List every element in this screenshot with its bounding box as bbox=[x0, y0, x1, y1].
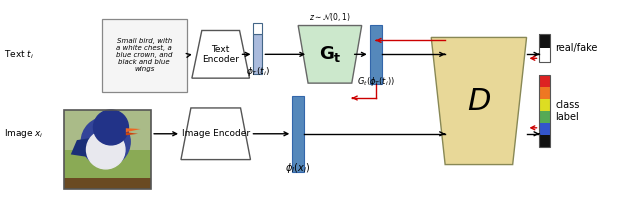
Text: Text
Encoder: Text Encoder bbox=[202, 45, 239, 64]
Bar bbox=[540, 123, 550, 135]
Polygon shape bbox=[126, 128, 141, 132]
Text: Image $x_i$: Image $x_i$ bbox=[4, 127, 44, 140]
Polygon shape bbox=[71, 135, 108, 159]
Text: class
label: class label bbox=[556, 100, 580, 122]
Bar bbox=[253, 23, 262, 35]
Text: Text $t_i$: Text $t_i$ bbox=[4, 48, 35, 61]
Text: $\phi_T(t_i)$: $\phi_T(t_i)$ bbox=[246, 65, 270, 78]
Bar bbox=[64, 110, 151, 150]
Polygon shape bbox=[431, 37, 527, 165]
Bar bbox=[370, 24, 381, 84]
Bar bbox=[540, 35, 550, 62]
Text: Image Encoder: Image Encoder bbox=[182, 129, 250, 138]
Text: Small bird, with
a white chest, a
blue crown, and
black and blue
wings: Small bird, with a white chest, a blue c… bbox=[116, 38, 172, 73]
Polygon shape bbox=[181, 108, 250, 160]
Polygon shape bbox=[126, 132, 138, 135]
Text: $z\sim \mathcal{N}(0,1)$: $z\sim \mathcal{N}(0,1)$ bbox=[309, 11, 351, 23]
Text: $\phi_I(x_i)$: $\phi_I(x_i)$ bbox=[285, 161, 311, 176]
Bar bbox=[64, 110, 151, 189]
Text: $\mathbf{G_t}$: $\mathbf{G_t}$ bbox=[319, 44, 341, 64]
Bar bbox=[540, 75, 550, 87]
Bar bbox=[540, 35, 550, 48]
Bar bbox=[540, 75, 550, 147]
Bar bbox=[540, 135, 550, 147]
Bar bbox=[64, 110, 151, 189]
Bar bbox=[253, 35, 262, 74]
Bar bbox=[540, 99, 550, 111]
Bar bbox=[540, 111, 550, 123]
Bar bbox=[292, 96, 304, 171]
Bar bbox=[102, 19, 187, 92]
Bar bbox=[540, 87, 550, 99]
Circle shape bbox=[93, 110, 129, 145]
Text: $G_t(\phi_T(t_i))$: $G_t(\phi_T(t_i))$ bbox=[356, 75, 395, 88]
Text: real/fake: real/fake bbox=[556, 43, 598, 53]
Bar bbox=[64, 178, 151, 189]
Circle shape bbox=[81, 117, 130, 166]
Polygon shape bbox=[192, 31, 250, 78]
Text: $\mathit{D}$: $\mathit{D}$ bbox=[467, 86, 491, 116]
Bar bbox=[540, 48, 550, 62]
Polygon shape bbox=[298, 25, 362, 83]
Circle shape bbox=[86, 130, 125, 169]
